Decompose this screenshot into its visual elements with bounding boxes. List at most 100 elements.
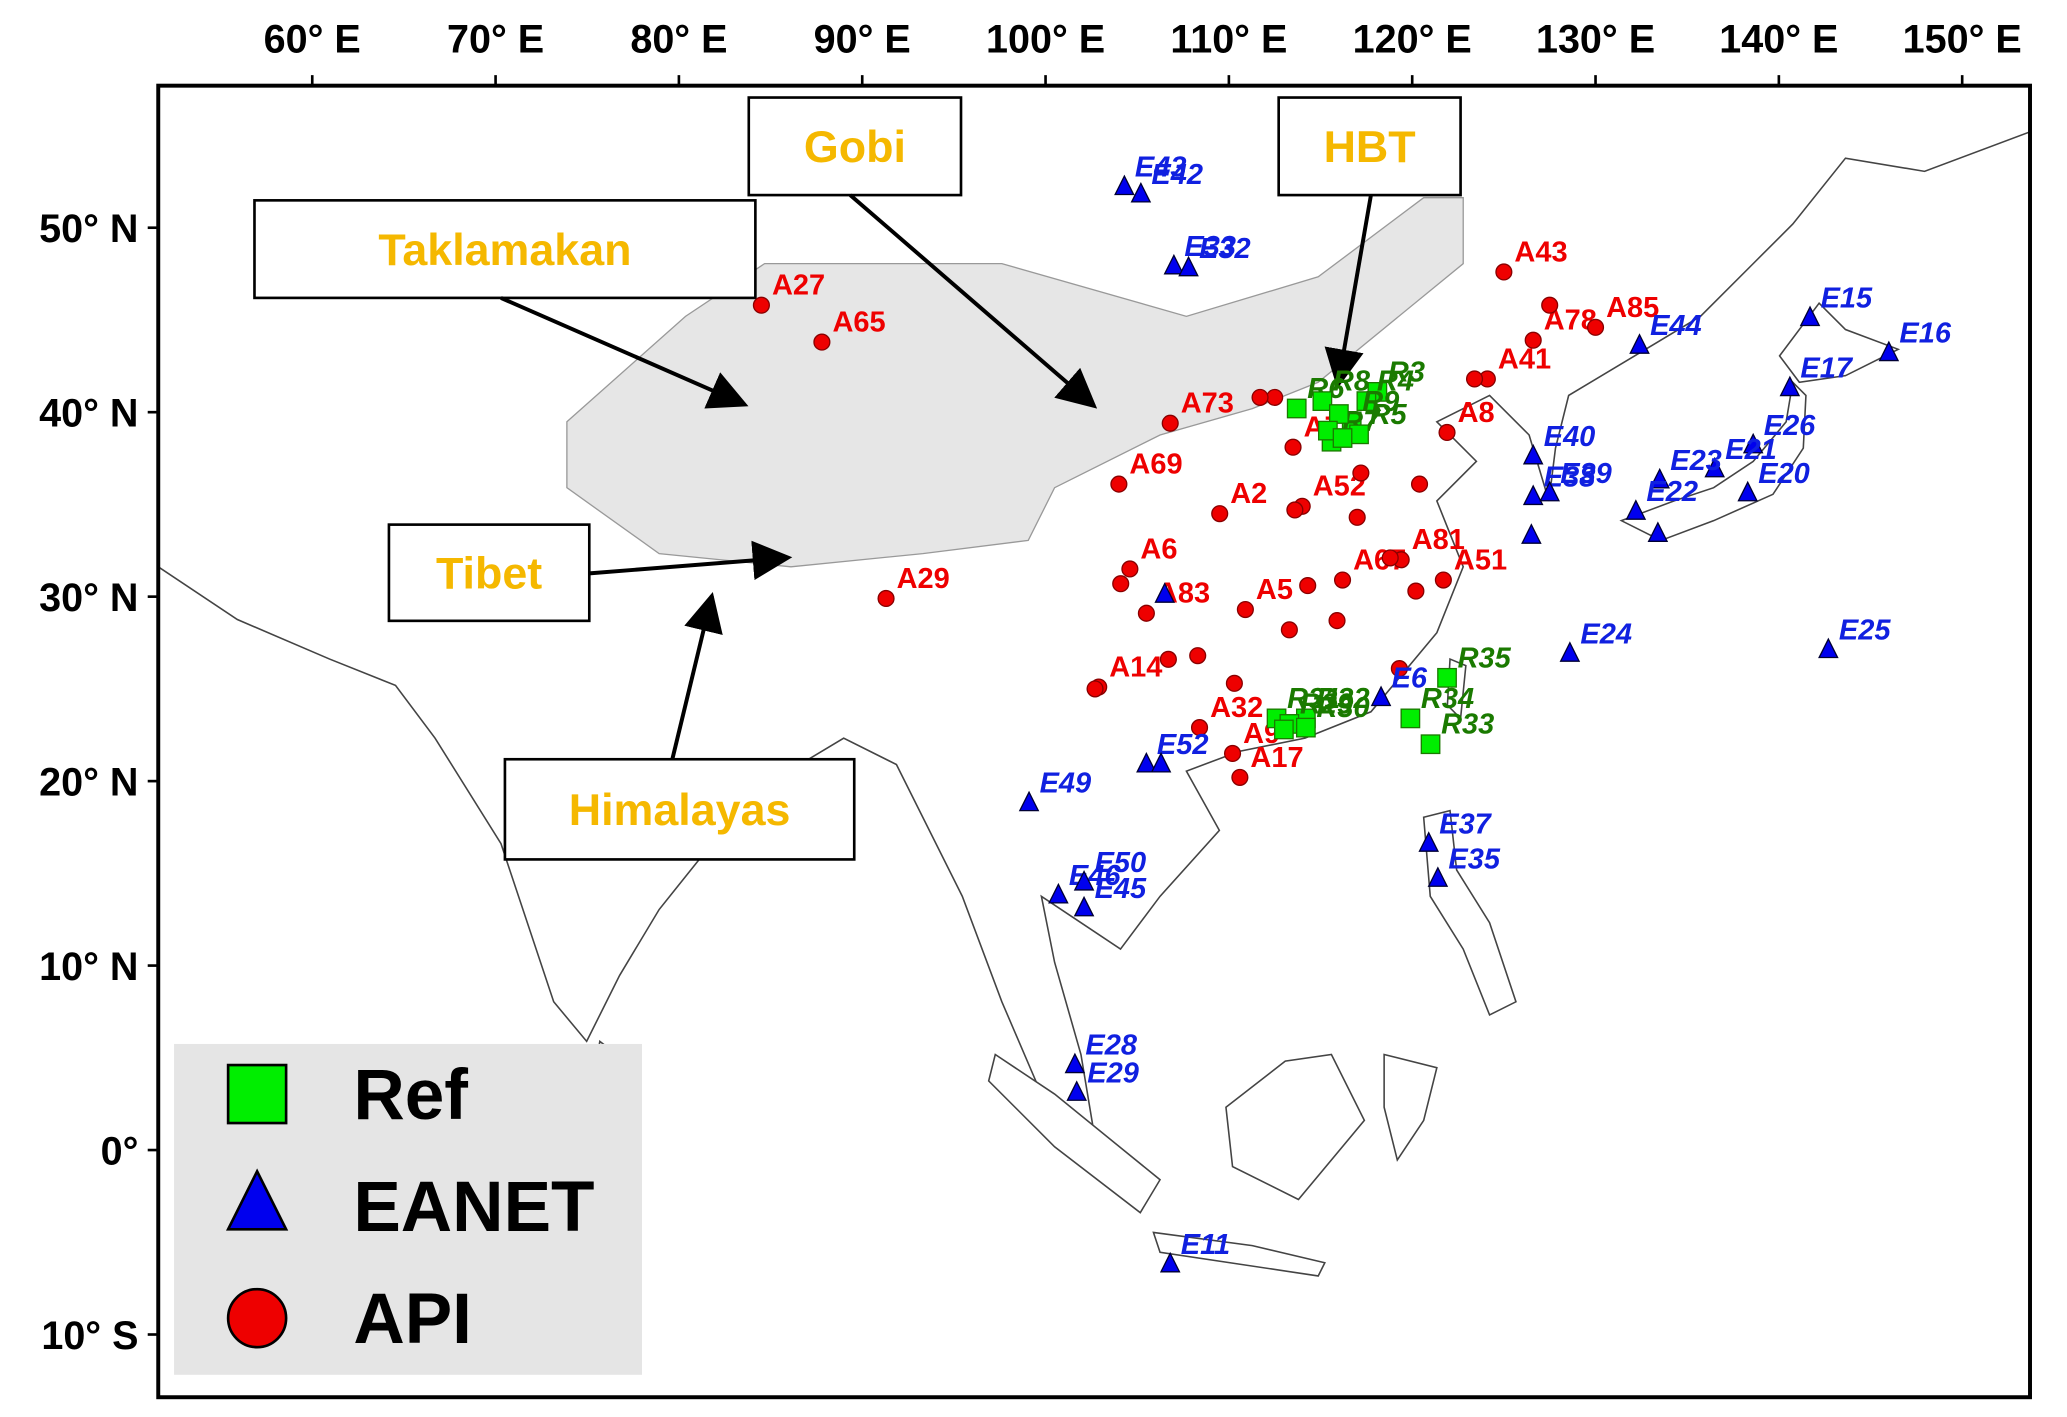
x-tick-label: 80° E (630, 18, 727, 62)
region-box (387, 523, 591, 623)
station-label: R3 (1388, 356, 1425, 388)
region-arrow (500, 296, 749, 409)
x-tick-label: 110° E (1170, 18, 1287, 62)
station-label: A14 (1109, 651, 1162, 683)
x-tick-label: 100° E (986, 18, 1105, 62)
station-marker (1539, 480, 1560, 502)
station-label: A73 (1181, 388, 1234, 420)
legend-symbol (226, 1287, 288, 1349)
station-label: A6 (1140, 533, 1177, 565)
station-label: E52 (1157, 729, 1209, 761)
station-marker (1521, 523, 1542, 544)
region-box (503, 757, 856, 861)
y-tick-label: 30° N (39, 576, 138, 620)
station-label: A17 (1250, 742, 1303, 774)
region-box (253, 199, 757, 300)
station-marker (1410, 475, 1429, 493)
station-label: E37 (1439, 808, 1492, 840)
station-marker (1066, 1080, 1088, 1101)
station-marker (1381, 549, 1399, 567)
station-label: A41 (1498, 343, 1551, 375)
station-marker (1434, 571, 1452, 589)
station-marker (1352, 464, 1370, 482)
station-label: E39 (1560, 458, 1612, 490)
station-marker (1348, 508, 1366, 526)
station-marker (877, 589, 895, 608)
station-marker (1799, 305, 1821, 327)
station-marker (1112, 575, 1130, 593)
station-marker (1420, 734, 1441, 755)
station-marker (1356, 391, 1377, 412)
station-marker (1438, 423, 1456, 442)
station-marker (1086, 680, 1104, 698)
station-label: A51 (1454, 545, 1507, 577)
station-marker (1418, 831, 1439, 852)
station-label: E22 (1646, 476, 1698, 508)
station-marker (1370, 685, 1392, 707)
station-marker (1286, 501, 1304, 519)
map-frame (156, 83, 2032, 1400)
station-marker (1236, 600, 1254, 619)
station-marker (1163, 253, 1185, 275)
x-tick-label: 150° E (1903, 18, 2022, 62)
station-label: A8 (1458, 397, 1495, 429)
station-marker (1779, 375, 1801, 397)
station-marker (1649, 467, 1670, 489)
station-label: A32 (1210, 692, 1263, 724)
station-label: A85 (1606, 292, 1659, 324)
station-marker (1390, 660, 1408, 678)
station-marker (1295, 717, 1316, 738)
x-tick-label: 60° E (264, 18, 361, 62)
region-arrow (848, 193, 1098, 409)
station-label: A29 (897, 563, 950, 595)
legend-label: EANET (353, 1168, 594, 1247)
station-marker (1541, 296, 1559, 314)
station-marker (1114, 174, 1135, 196)
station-label: A5 (1256, 574, 1293, 606)
station-label: R35 (1458, 642, 1512, 674)
station-marker (813, 333, 831, 351)
station-marker (1280, 621, 1298, 639)
region-annotations: Taklamakan Gobi HBT Tibet Himalayas (253, 96, 1462, 861)
region-label: Taklamakan (378, 225, 631, 275)
station-marker (1400, 708, 1421, 729)
station-marker (1427, 866, 1449, 887)
desert-region (566, 197, 1464, 568)
station-label: E40 (1544, 421, 1596, 453)
station-marker (1159, 1251, 1181, 1273)
station-label: E28 (1085, 1030, 1137, 1062)
station-label: E25 (1839, 615, 1891, 647)
station-label: R32 (1316, 683, 1369, 715)
station-label: E6 (1392, 663, 1428, 695)
station-marker (1110, 475, 1128, 493)
legend: Ref EANET API (225, 1056, 595, 1359)
station-marker (1273, 719, 1294, 740)
x-tick-label: 140° E (1719, 18, 1838, 62)
y-tick-label: 10° N (39, 945, 138, 989)
station-marker (1018, 790, 1040, 812)
station-label: A69 (1129, 449, 1182, 481)
x-tick-label: 130° E (1536, 18, 1655, 62)
station-marker (1211, 505, 1229, 523)
station-marker (1178, 255, 1199, 277)
region-label: Gobi (804, 122, 906, 172)
station-marker (1818, 637, 1839, 659)
legend-label: API (353, 1280, 472, 1359)
station-label: E21 (1725, 434, 1777, 466)
region-arrow (1324, 194, 1373, 389)
station-marker (1073, 895, 1095, 917)
station-marker (1878, 340, 1900, 362)
y-tick-label: 50° N (39, 207, 138, 251)
x-tick-label: 70° E (447, 18, 544, 62)
legend-symbol (226, 1063, 288, 1125)
coastlines (157, 84, 2031, 1277)
legend-symbol (225, 1168, 289, 1231)
station-marker (1522, 443, 1544, 465)
station-marker (1266, 388, 1284, 406)
y-tick-label: 0° (101, 1130, 139, 1174)
station-label: E32 (1199, 233, 1251, 265)
station-label: E33 (1184, 231, 1236, 263)
station-label: E20 (1758, 458, 1810, 490)
station-marker (1150, 751, 1172, 773)
station-marker (1625, 499, 1647, 520)
